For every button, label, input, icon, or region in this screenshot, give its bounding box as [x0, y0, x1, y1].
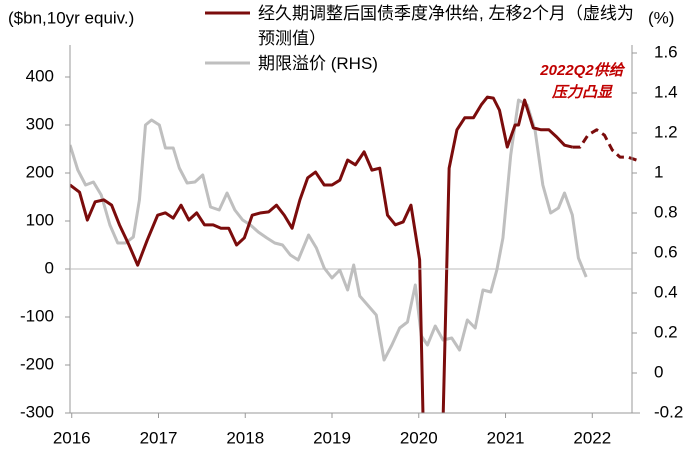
y-axis-label: ($bn,10yr equiv.): [8, 8, 134, 27]
y2-tick-label: 0.4: [654, 282, 678, 301]
y2-tick-label: 1: [654, 162, 663, 181]
y2-tick-label: 0.2: [654, 322, 678, 341]
y-tick-label: -200: [20, 354, 54, 373]
x-tick-label: 2017: [140, 428, 178, 447]
y2-tick-label: 0.8: [654, 202, 678, 221]
series-line: [70, 95, 573, 413]
y2-tick-label: 1.2: [654, 122, 678, 141]
y-tick-label: 300: [26, 114, 54, 133]
y2-tick-label: 0.6: [654, 242, 678, 261]
x-tick-label: 2018: [226, 428, 264, 447]
y2-tick-label: -0.2: [654, 402, 683, 421]
y2-tick-label: 0: [654, 362, 663, 381]
x-tick-label: 2021: [487, 428, 525, 447]
y2-axis-label: (%): [648, 8, 674, 27]
legend-entry: 期限溢价 (RHS): [258, 54, 378, 73]
annotation: 2022Q2供给: [539, 62, 625, 79]
y-tick-label: 400: [26, 66, 54, 85]
x-tick-label: 2020: [400, 428, 438, 447]
forecast-line: [572, 128, 638, 162]
series-line: [70, 98, 588, 362]
y-tick-label: 200: [26, 162, 54, 181]
y2-tick-label: 1.4: [654, 82, 678, 101]
y-tick-label: 0: [45, 258, 54, 277]
x-tick-label: 2022: [573, 428, 611, 447]
y-tick-label: -100: [20, 306, 54, 325]
x-tick-label: 2016: [53, 428, 91, 447]
y-tick-label: 100: [26, 210, 54, 229]
y-tick-label: -300: [20, 402, 54, 421]
legend-entry: 经久期调整后国债季度净供给, 左移2个月（虚线为预测值）: [258, 4, 634, 48]
x-tick-label: 2019: [313, 428, 351, 447]
y2-tick-label: 1.6: [654, 42, 678, 61]
annotation: 压力凸显: [551, 84, 613, 101]
